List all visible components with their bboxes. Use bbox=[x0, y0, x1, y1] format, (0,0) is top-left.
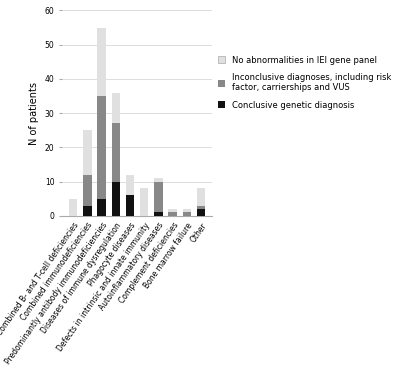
Bar bbox=[126, 195, 134, 216]
Bar bbox=[183, 209, 191, 213]
Bar bbox=[168, 209, 177, 213]
Bar bbox=[183, 213, 191, 216]
Bar bbox=[197, 206, 206, 209]
Bar bbox=[197, 188, 206, 206]
Bar bbox=[112, 182, 120, 216]
Legend: No abnormalities in IEI gene panel, Inconclusive diagnoses, including risk
facto: No abnormalities in IEI gene panel, Inco… bbox=[218, 56, 392, 110]
Bar bbox=[83, 206, 92, 216]
Bar bbox=[197, 209, 206, 216]
Bar bbox=[83, 175, 92, 206]
Bar bbox=[112, 93, 120, 123]
Bar bbox=[83, 130, 92, 175]
Bar bbox=[140, 188, 148, 216]
Y-axis label: N of patients: N of patients bbox=[29, 82, 39, 145]
Bar bbox=[69, 199, 77, 216]
Bar bbox=[126, 175, 134, 195]
Bar bbox=[154, 213, 163, 216]
Bar bbox=[97, 28, 106, 96]
Bar bbox=[168, 213, 177, 216]
Bar bbox=[112, 123, 120, 182]
Bar bbox=[154, 178, 163, 182]
Bar bbox=[97, 96, 106, 199]
Bar bbox=[97, 199, 106, 216]
Bar bbox=[154, 182, 163, 213]
